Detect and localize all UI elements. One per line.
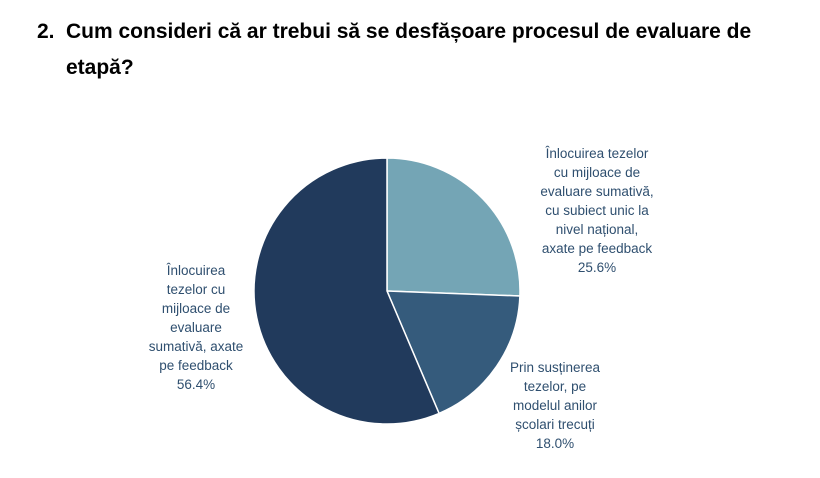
slice-label-2: Înlocuirea tezelor cu mijloace de evaluare s… (149, 263, 244, 392)
slice-label-line: nivel național, (556, 222, 639, 237)
slice-label-line: cu mijloace de (554, 165, 640, 180)
slice-label-line: evaluare (170, 320, 222, 335)
slice-value-label-1: 18.0% (536, 436, 574, 451)
slice-label-line: sumativă, axate (149, 339, 244, 354)
question-text-line2: etapă? (66, 56, 134, 79)
slice-label-line: evaluare sumativă, (540, 184, 653, 199)
slice-label-line: tezelor cu (167, 282, 226, 297)
slice-value-label-2: 56.4% (177, 377, 215, 392)
pie-slice-1 (385, 290, 521, 415)
slice-label-line: pe feedback (159, 358, 233, 373)
slice-label-0: Înlocuirea tezelor cu mijloace de evaluare… (540, 146, 653, 275)
pie-slice-0 (386, 157, 521, 297)
question-title: 2. Cum consideri că ar trebui să se desfă… (37, 14, 797, 86)
slice-label-line: mijloace de (162, 301, 230, 316)
pie-slice-2 (253, 157, 441, 425)
question-text-line1: Cum consideri că ar trebui să se desfășo… (66, 20, 752, 43)
slice-label-1: Prin susținerea tezelor, pe modelul anilor… (510, 360, 601, 451)
slice-label-line: școlari trecuți (515, 417, 595, 432)
slice-label-line: Prin susținerea (510, 360, 601, 375)
slice-label-line: modelul anilor (513, 398, 598, 413)
slice-label-line: Înlocuirea (166, 263, 226, 278)
question-number: 2. (37, 20, 55, 43)
slice-label-line: axate pe feedback (542, 241, 653, 256)
slice-label-line: Înlocuirea tezelor (545, 146, 649, 161)
slice-label-line: cu subiect unic la (545, 203, 649, 218)
slice-value-label-0: 25.6% (578, 260, 616, 275)
slice-label-line: tezelor, pe (524, 379, 586, 394)
